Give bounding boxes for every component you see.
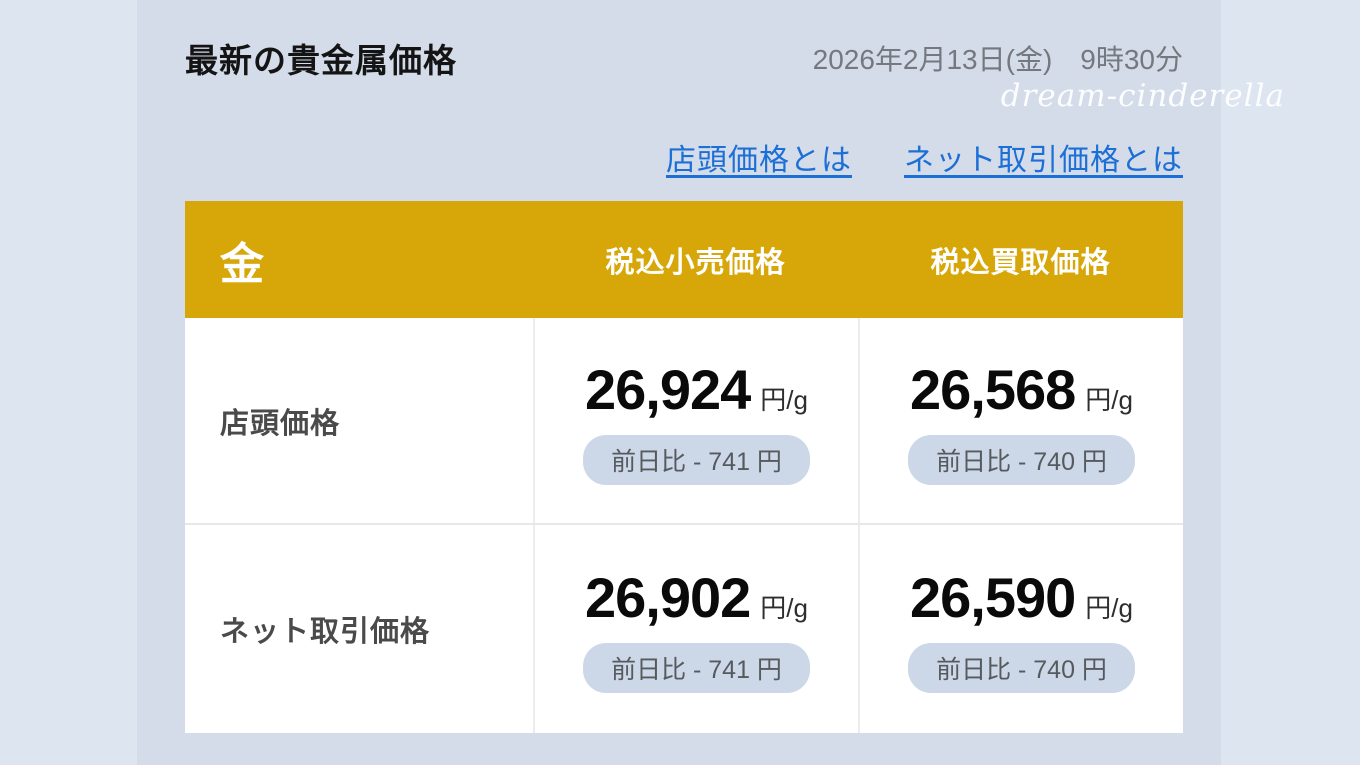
- price-line: 26,568 円/g: [910, 357, 1133, 422]
- table-header-row: 金 税込小売価格 税込買取価格: [185, 201, 1183, 318]
- price-line: 26,924 円/g: [585, 357, 808, 422]
- net-retail-change-badge: 前日比 - 741 円: [583, 643, 810, 693]
- store-purchase-unit: 円/g: [1085, 384, 1133, 415]
- row-label-net-price: ネット取引価格: [220, 616, 431, 648]
- info-links-row: 店頭価格とは ネット取引価格とは: [666, 135, 1183, 179]
- price-datetime: 2026年2月13日(金) 9時30分: [812, 44, 1183, 75]
- table-row-net-price: ネット取引価格 26,902 円/g 前日比 - 741 円 26,590 円/…: [185, 523, 1183, 733]
- price-line: 26,590 円/g: [910, 565, 1133, 630]
- net-retail-unit: 円/g: [760, 593, 808, 623]
- watermark-text: dream-cinderella: [1000, 78, 1285, 114]
- net-purchase-unit: 円/g: [1085, 593, 1133, 623]
- column-header-retail-price: 税込小売価格: [605, 246, 786, 279]
- table-row-store-price: 店頭価格 26,924 円/g 前日比 - 741 円 26,568 円/g 前…: [185, 318, 1183, 523]
- price-line: 26,902 円/g: [585, 565, 808, 630]
- link-store-price-info[interactable]: 店頭価格とは: [666, 144, 852, 177]
- net-purchase-change-badge: 前日比 - 740 円: [908, 643, 1135, 693]
- cell-net-retail: 26,902 円/g 前日比 - 741 円: [533, 525, 858, 733]
- cell-store-purchase: 26,568 円/g 前日比 - 740 円: [858, 318, 1183, 523]
- store-purchase-change-badge: 前日比 - 740 円: [908, 434, 1135, 485]
- cell-store-retail: 26,924 円/g 前日比 - 741 円: [533, 318, 858, 523]
- page-title: 最新の貴金属価格: [185, 42, 457, 79]
- net-purchase-price: 26,590: [910, 566, 1076, 629]
- column-header-purchase-price: 税込買取価格: [930, 246, 1111, 279]
- store-retail-unit: 円/g: [760, 384, 808, 415]
- row-label-store-price: 店頭価格: [220, 407, 341, 440]
- net-retail-price: 26,902: [585, 566, 751, 629]
- metal-name-gold: 金: [220, 239, 264, 289]
- link-net-price-info[interactable]: ネット取引価格とは: [904, 144, 1183, 177]
- store-retail-change-badge: 前日比 - 741 円: [583, 434, 810, 485]
- cell-net-purchase: 26,590 円/g 前日比 - 740 円: [858, 525, 1183, 733]
- store-purchase-price: 26,568: [910, 357, 1076, 421]
- store-retail-price: 26,924: [585, 357, 751, 421]
- gold-price-table: 金 税込小売価格 税込買取価格 店頭価格 26,924 円/g 前日比 - 74…: [185, 201, 1183, 733]
